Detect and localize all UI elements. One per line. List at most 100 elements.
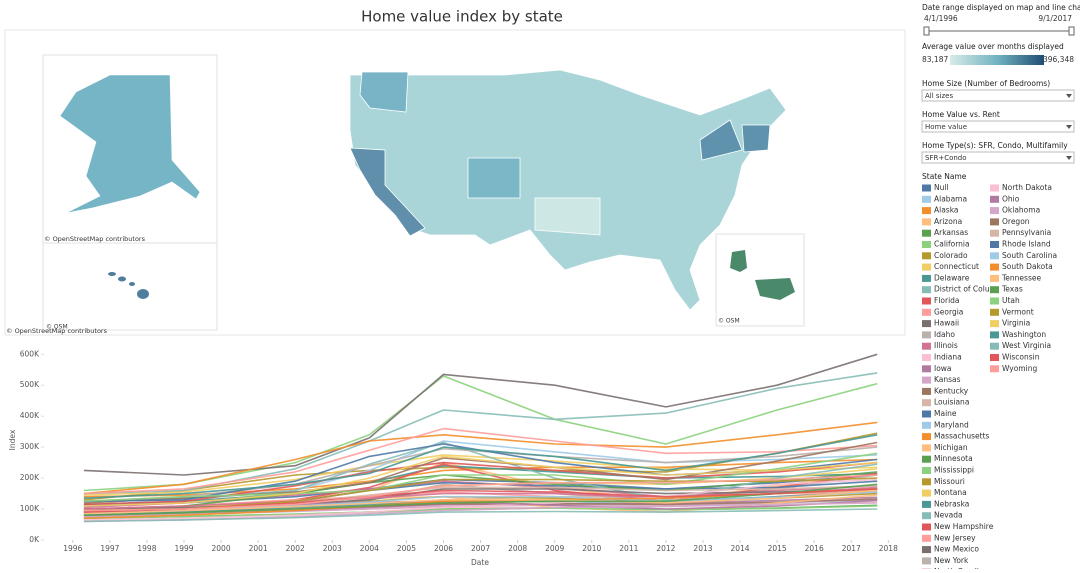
legend-swatch[interactable]: [922, 546, 931, 553]
legend-swatch[interactable]: [922, 478, 931, 485]
legend-label[interactable]: Ohio: [1002, 194, 1020, 203]
legend-swatch[interactable]: [990, 241, 999, 248]
legend-label[interactable]: North Dakota: [1002, 183, 1052, 192]
legend-swatch[interactable]: [922, 196, 931, 203]
legend-swatch[interactable]: [990, 230, 999, 237]
legend-label[interactable]: Colorado: [934, 251, 968, 260]
legend-label[interactable]: Tennessee: [1001, 273, 1041, 282]
legend-swatch[interactable]: [990, 196, 999, 203]
legend-label[interactable]: Maine: [934, 409, 957, 418]
legend-label[interactable]: Rhode Island: [1002, 240, 1051, 249]
legend-swatch[interactable]: [922, 354, 931, 361]
legend-swatch[interactable]: [922, 411, 931, 418]
legend-swatch[interactable]: [990, 298, 999, 305]
legend-swatch[interactable]: [922, 218, 931, 225]
legend-swatch[interactable]: [922, 422, 931, 429]
legend-swatch[interactable]: [922, 399, 931, 406]
legend-swatch[interactable]: [922, 365, 931, 372]
legend-label[interactable]: Arkansas: [934, 228, 968, 237]
legend-swatch[interactable]: [922, 241, 931, 248]
legend-label[interactable]: Idaho: [934, 330, 955, 339]
legend-label[interactable]: District of Colu…: [934, 285, 997, 294]
legend-swatch[interactable]: [990, 286, 999, 293]
legend-label[interactable]: Wyoming: [1002, 364, 1037, 373]
legend-label[interactable]: California: [934, 240, 970, 249]
legend-swatch[interactable]: [990, 365, 999, 372]
legend-label[interactable]: South Dakota: [1002, 262, 1053, 271]
legend-label[interactable]: Null: [934, 183, 949, 192]
legend-swatch[interactable]: [990, 185, 999, 192]
legend-label[interactable]: Georgia: [934, 307, 963, 316]
legend-label[interactable]: Utah: [1002, 296, 1020, 305]
legend-swatch[interactable]: [922, 275, 931, 282]
legend-label[interactable]: Oregon: [1002, 217, 1030, 226]
legend-swatch[interactable]: [922, 535, 931, 542]
legend-label[interactable]: New York: [934, 556, 969, 565]
legend-swatch[interactable]: [990, 218, 999, 225]
legend-label[interactable]: Alabama: [934, 194, 967, 203]
legend-swatch[interactable]: [990, 275, 999, 282]
legend-label[interactable]: Delaware: [934, 273, 970, 282]
legend-label[interactable]: Vermont: [1002, 307, 1034, 316]
legend-swatch[interactable]: [922, 298, 931, 305]
legend-label[interactable]: Indiana: [934, 353, 962, 362]
legend-swatch[interactable]: [922, 456, 931, 463]
legend-swatch[interactable]: [922, 264, 931, 271]
legend-label[interactable]: Nevada: [934, 511, 963, 520]
legend-label[interactable]: Alaska: [934, 206, 959, 215]
legend-swatch[interactable]: [990, 207, 999, 214]
legend-label[interactable]: Mississippi: [934, 466, 974, 475]
legend-swatch[interactable]: [922, 377, 931, 384]
legend-swatch[interactable]: [990, 309, 999, 316]
legend-label[interactable]: Oklahoma: [1002, 206, 1040, 215]
legend-label[interactable]: Hawaii: [934, 319, 959, 328]
legend-label[interactable]: Connecticut: [934, 262, 979, 271]
legend-swatch[interactable]: [922, 512, 931, 519]
legend-label[interactable]: Missouri: [934, 477, 965, 486]
legend-label[interactable]: New Hampshire: [934, 522, 994, 531]
legend-label[interactable]: Kentucky: [934, 386, 969, 395]
legend-swatch[interactable]: [922, 557, 931, 564]
legend-swatch[interactable]: [922, 309, 931, 316]
slider-handle[interactable]: [924, 27, 929, 35]
legend-swatch[interactable]: [922, 490, 931, 497]
legend-swatch[interactable]: [990, 252, 999, 259]
legend-label[interactable]: Illinois: [934, 341, 958, 350]
legend-swatch[interactable]: [922, 444, 931, 451]
legend-label[interactable]: Louisiana: [934, 398, 969, 407]
legend-label[interactable]: Maryland: [934, 420, 969, 429]
legend-label[interactable]: West Virginia: [1002, 341, 1051, 350]
legend-swatch[interactable]: [990, 343, 999, 350]
legend-swatch[interactable]: [922, 207, 931, 214]
legend-label[interactable]: Texas: [1001, 285, 1023, 294]
legend-label[interactable]: Montana: [934, 488, 967, 497]
legend-swatch[interactable]: [990, 354, 999, 361]
legend-label[interactable]: Florida: [934, 296, 960, 305]
slider-handle[interactable]: [1069, 27, 1074, 35]
legend-label[interactable]: South Carolina: [1002, 251, 1057, 260]
legend-label[interactable]: Nebraska: [934, 499, 969, 508]
legend-label[interactable]: Minnesota: [934, 454, 973, 463]
legend-label[interactable]: Kansas: [934, 375, 961, 384]
legend-swatch[interactable]: [922, 467, 931, 474]
legend-swatch[interactable]: [922, 501, 931, 508]
legend-swatch[interactable]: [922, 230, 931, 237]
legend-label[interactable]: Washington: [1002, 330, 1046, 339]
legend-label[interactable]: Arizona: [934, 217, 962, 226]
legend-swatch[interactable]: [922, 252, 931, 259]
legend-swatch[interactable]: [922, 320, 931, 327]
legend-swatch[interactable]: [922, 185, 931, 192]
legend-swatch[interactable]: [922, 433, 931, 440]
legend-label[interactable]: Iowa: [934, 364, 952, 373]
legend-swatch[interactable]: [990, 320, 999, 327]
legend-label[interactable]: New Jersey: [934, 533, 976, 542]
legend-swatch[interactable]: [922, 286, 931, 293]
legend-label[interactable]: Virginia: [1002, 319, 1030, 328]
legend-label[interactable]: Wisconsin: [1002, 353, 1040, 362]
legend-label[interactable]: Michigan: [934, 443, 968, 452]
legend-swatch[interactable]: [922, 388, 931, 395]
legend-label[interactable]: New Mexico: [934, 545, 979, 554]
legend-label[interactable]: Pennsylvania: [1002, 228, 1051, 237]
legend-swatch[interactable]: [990, 264, 999, 271]
legend-swatch[interactable]: [922, 331, 931, 338]
